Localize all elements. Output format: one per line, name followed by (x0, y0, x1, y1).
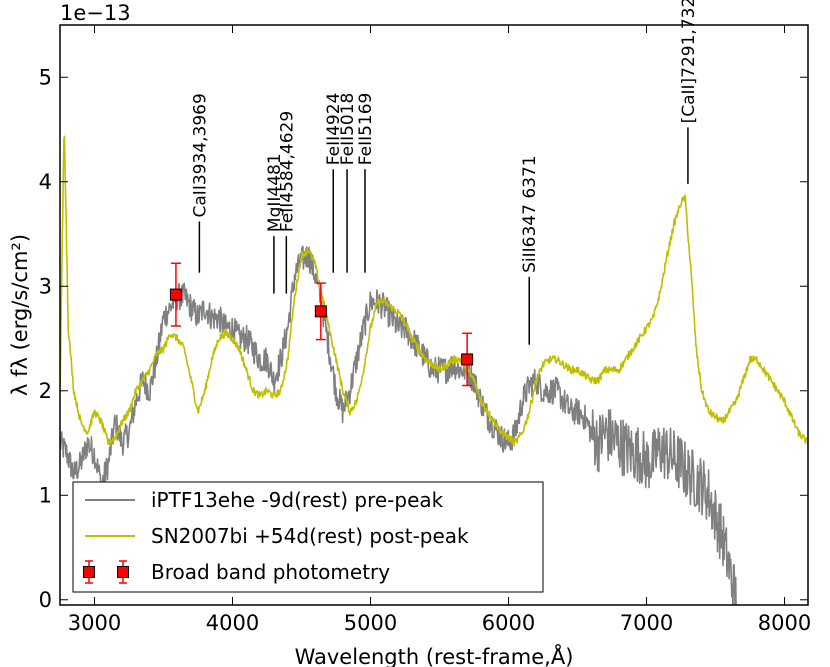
legend-label-phot: Broad band photometry (151, 560, 390, 584)
x-tick-label-2: 5000 (344, 611, 397, 635)
line-marker-label-0: CaII3934,3969 (190, 93, 210, 217)
y-tick-label-5: 5 (39, 65, 52, 89)
line-marker-label-2: FeII4584,4629 (277, 111, 297, 232)
y-tick-label-1: 1 (39, 483, 52, 507)
legend-phot-marker-1 (117, 566, 129, 578)
line-marker-label-3: FeII4924 (324, 93, 344, 166)
y-tick-label-4: 4 (39, 170, 52, 194)
x-tick-label-5: 8000 (758, 611, 811, 635)
line-marker-label-7: [CaII]7291,7324 (679, 0, 699, 123)
series-line-1 (60, 135, 808, 447)
axes: 3000 4000 5000 6000 7000 8000 0 1 2 3 4 5 (39, 24, 811, 635)
line-marker-label-6: SiII6347 6371 (520, 155, 540, 272)
legend-phot-marker-0 (83, 566, 95, 578)
legend: iPTF13ehe -9d(rest) pre-peak SN2007bi +54… (72, 481, 544, 593)
plot-area (60, 135, 808, 605)
plot-frame (59, 24, 809, 606)
x-tick-label-0: 3000 (68, 611, 121, 635)
photometry-point-1 (314, 305, 327, 318)
x-axis-label: Wavelength (rest-frame,Å) (295, 643, 574, 667)
legend-label-sn: SN2007bi +54d(rest) post-peak (151, 524, 469, 548)
y-scale-label: 1e−13 (60, 1, 131, 25)
y-axis-label: λ fλ (erg/s/cm²) (8, 234, 32, 396)
x-tick-label-1: 4000 (206, 611, 259, 635)
x-tick-label-3: 6000 (482, 611, 535, 635)
y-tick-label-2: 2 (39, 379, 52, 403)
line-marker-label-5: FeII5169 (356, 93, 376, 166)
line-marker-label-4: FeII5018 (338, 93, 358, 166)
legend-label-iptf: iPTF13ehe -9d(rest) pre-peak (151, 488, 444, 512)
photometry-point-0 (169, 288, 182, 301)
x-tick-label-4: 7000 (620, 611, 673, 635)
legend-box (72, 481, 544, 593)
photometry-point-2 (461, 353, 474, 366)
series-line-0 (60, 245, 737, 605)
line-marker-label-1: MgII4481 (265, 153, 285, 232)
y-tick-label-0: 0 (39, 588, 52, 612)
y-tick-label-3: 3 (39, 274, 52, 298)
